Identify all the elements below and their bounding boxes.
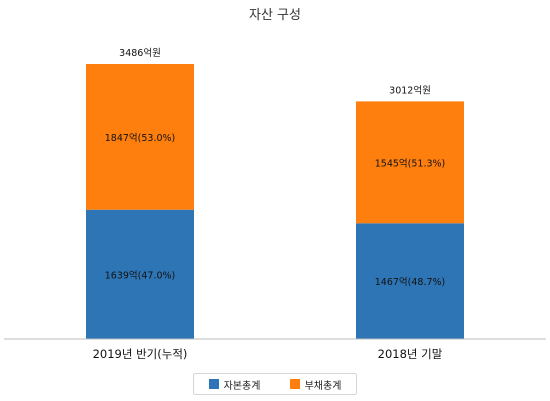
data-label-equity-1: 1467억(48.7%) bbox=[375, 276, 446, 288]
bar-equity-1 bbox=[356, 223, 464, 339]
legend: 자본총계 부채총계 bbox=[193, 373, 357, 395]
labels-group: 1639억(47.0%) 1847억(53.0%) 3486억원 2019년 반기(누… bbox=[93, 47, 446, 361]
total-label-0: 3486억원 bbox=[119, 47, 161, 59]
x-tick-label-0: 2019년 반기(누적) bbox=[93, 347, 188, 361]
x-tick-label-1: 2018년 기말 bbox=[378, 347, 443, 361]
bars-group bbox=[86, 64, 464, 339]
legend-item-liabilities[interactable]: 부채총계 bbox=[289, 377, 342, 392]
legend-label-equity: 자본총계 bbox=[223, 380, 261, 392]
legend-swatch-liabilities bbox=[289, 379, 300, 389]
bar-liabilities-1 bbox=[356, 101, 464, 224]
chart-title: 자산 구성 bbox=[249, 8, 301, 23]
bar-liabilities-0 bbox=[86, 64, 194, 210]
total-label-1: 3012억원 bbox=[389, 84, 431, 96]
legend-swatch-equity bbox=[208, 379, 219, 389]
legend-item-equity[interactable]: 자본총계 bbox=[208, 377, 261, 392]
data-label-liabilities-1: 1545억(51.3%) bbox=[375, 157, 446, 169]
bar-equity-0 bbox=[86, 209, 194, 339]
data-label-equity-0: 1639억(47.0%) bbox=[105, 269, 176, 281]
legend-label-liabilities: 부채총계 bbox=[304, 380, 342, 392]
data-label-liabilities-0: 1847억(53.0%) bbox=[105, 132, 176, 144]
